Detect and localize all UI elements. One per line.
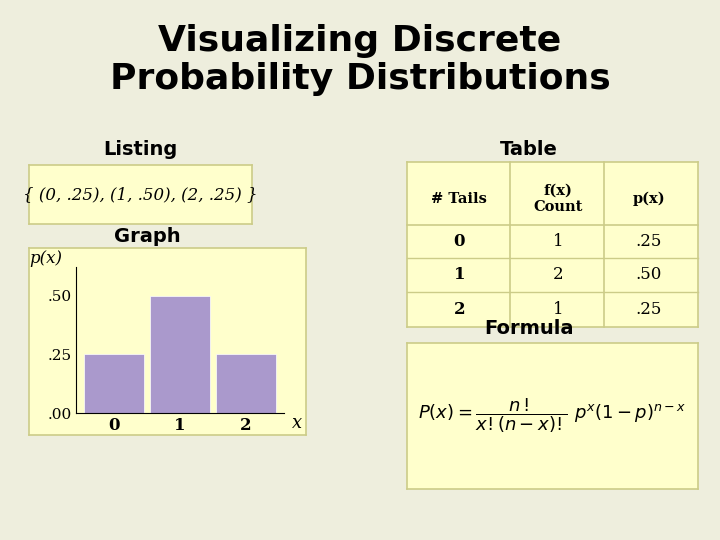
- Text: f(x)
Count: f(x) Count: [534, 184, 583, 214]
- Text: x: x: [292, 414, 302, 433]
- Text: Graph: Graph: [114, 227, 181, 246]
- Text: Visualizing Discrete
Probability Distributions: Visualizing Discrete Probability Distrib…: [109, 24, 611, 96]
- Text: 2: 2: [454, 301, 465, 318]
- Text: Listing: Listing: [103, 140, 178, 159]
- Text: 1: 1: [553, 301, 564, 318]
- Text: 1: 1: [454, 266, 465, 284]
- Text: $P(x) = \dfrac{n\,!}{x!(n-x)!}\ p^x(1-p)^{n-x}$: $P(x) = \dfrac{n\,!}{x!(n-x)!}\ p^x(1-p)…: [418, 396, 687, 435]
- Text: 2: 2: [553, 266, 564, 284]
- Text: 0: 0: [454, 233, 465, 251]
- Text: .25: .25: [636, 301, 662, 318]
- Text: .50: .50: [636, 266, 662, 284]
- Bar: [84, 354, 144, 413]
- Text: p(x): p(x): [30, 250, 63, 267]
- Bar: [150, 295, 210, 413]
- Text: { (0, .25), (1, .50), (2, .25) }: { (0, .25), (1, .50), (2, .25) }: [23, 186, 258, 203]
- Text: Formula: Formula: [485, 319, 574, 338]
- Text: Table: Table: [500, 140, 558, 159]
- Text: .25: .25: [636, 233, 662, 251]
- Text: # Tails: # Tails: [431, 192, 487, 206]
- Text: 1: 1: [553, 233, 564, 251]
- Text: p(x): p(x): [632, 192, 665, 206]
- Bar: [216, 354, 276, 413]
